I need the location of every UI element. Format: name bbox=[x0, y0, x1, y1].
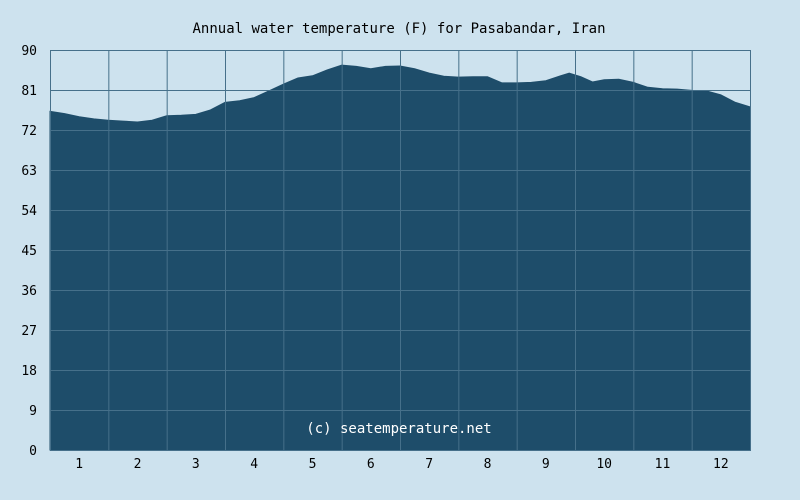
x-tick-label: 11 bbox=[655, 457, 671, 472]
y-tick-label: 18 bbox=[21, 364, 37, 379]
y-tick-label: 0 bbox=[29, 444, 37, 459]
y-tick-label: 54 bbox=[21, 204, 37, 219]
x-tick-label: 2 bbox=[134, 457, 142, 472]
x-tick-label: 9 bbox=[542, 457, 550, 472]
x-tick-label: 5 bbox=[309, 457, 317, 472]
x-tick-label: 12 bbox=[713, 457, 729, 472]
plot-frame bbox=[50, 50, 751, 451]
x-tick-label: 1 bbox=[75, 457, 83, 472]
y-tick-label: 36 bbox=[21, 284, 37, 299]
x-tick-label: 8 bbox=[484, 457, 492, 472]
grid-layer bbox=[50, 50, 751, 451]
watermark-text: (c) seatemperature.net bbox=[306, 421, 491, 437]
x-axis-tick-labels: 1 2 3 4 5 6 7 8 9 10 11 12 bbox=[75, 457, 728, 472]
y-tick-label: 45 bbox=[21, 244, 37, 259]
y-axis-tick-labels: 0 9 18 27 36 45 54 63 72 81 90 bbox=[21, 44, 37, 459]
x-tick-label: 6 bbox=[367, 457, 375, 472]
x-tick-label: 4 bbox=[250, 457, 258, 472]
x-tick-label: 7 bbox=[425, 457, 433, 472]
y-tick-label: 27 bbox=[21, 324, 37, 339]
y-tick-label: 63 bbox=[21, 164, 37, 179]
y-tick-label: 72 bbox=[21, 124, 37, 139]
y-tick-label: 9 bbox=[29, 404, 37, 419]
x-tick-label: 3 bbox=[192, 457, 200, 472]
chart-title: Annual water temperature (F) for Pasaban… bbox=[192, 21, 605, 37]
y-tick-label: 90 bbox=[21, 44, 37, 59]
y-tick-label: 81 bbox=[21, 84, 37, 99]
x-tick-label: 10 bbox=[596, 457, 612, 472]
